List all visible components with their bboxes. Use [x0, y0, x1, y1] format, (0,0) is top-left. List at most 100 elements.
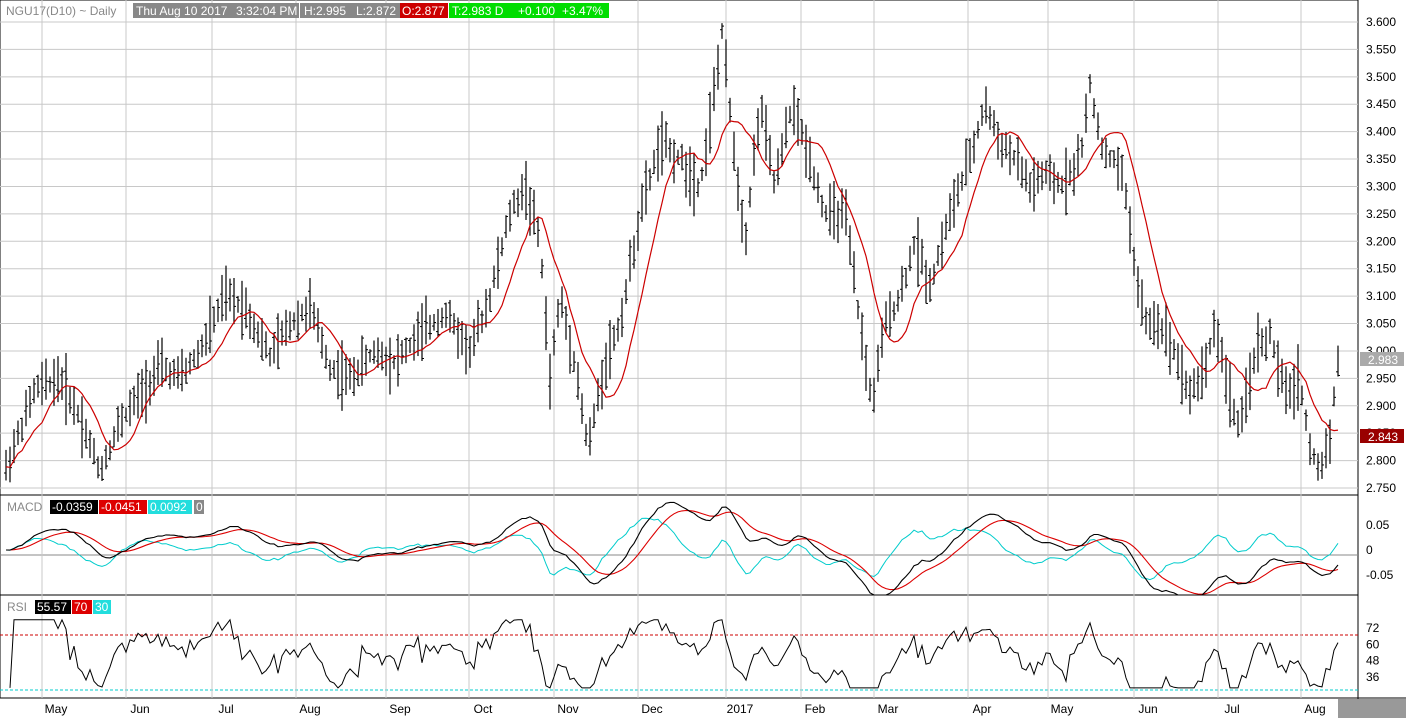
ohlc-bar [1116, 146, 1120, 191]
ohlc-bar [644, 160, 648, 215]
ohlc-bar [604, 342, 608, 390]
ohlc-bar [324, 344, 328, 369]
ohlc-bar [552, 329, 556, 356]
ohlc-bar [616, 317, 620, 342]
ohlc-bar [104, 445, 108, 470]
macd-value-3: 0.0092 [150, 500, 187, 514]
ohlc-bar [368, 349, 372, 363]
price-bars [4, 23, 1340, 483]
macd-value-2: -0.0451 [101, 500, 142, 514]
rsi-label: RSI [7, 600, 27, 614]
ohlc-bar [332, 360, 336, 379]
ohlc-bar [624, 279, 628, 305]
ohlc-bar [492, 265, 496, 289]
ohlc-bar [1296, 344, 1300, 411]
ohlc-bar [588, 417, 592, 456]
ohlc-bar [896, 289, 900, 312]
ohlc-bar [960, 171, 964, 191]
ohlc-bar [816, 172, 820, 203]
price-tick-label: 3.250 [1366, 207, 1396, 221]
ohlc-bar [476, 299, 480, 343]
ohlc-bar [1004, 131, 1008, 159]
ohlc-bar [48, 376, 52, 393]
ohlc-bar [1076, 133, 1080, 176]
ohlc-bar [408, 337, 412, 354]
price-tick-label: 3.350 [1366, 152, 1396, 166]
month-label: Jun [1138, 702, 1157, 716]
ma-price-tag: 2.843 [1360, 429, 1404, 444]
svg-text:2.843: 2.843 [1368, 430, 1398, 444]
ohlc-bar [296, 300, 300, 340]
ohlc-bar [772, 171, 776, 194]
ohlc-bar [576, 361, 580, 400]
price-tick-label: 2.900 [1366, 399, 1396, 413]
month-label: Nov [557, 702, 578, 716]
ohlc-bar [420, 303, 424, 361]
ohlc-bar [1192, 368, 1196, 399]
price-tick-label: 2.800 [1366, 454, 1396, 468]
rsi-value: 55.57 [37, 600, 67, 614]
ohlc-bar [272, 332, 276, 364]
ohlc-bar [148, 370, 152, 406]
ohlc-bar [1000, 133, 1004, 168]
ohlc-bar [392, 355, 396, 370]
ohlc-bar [980, 104, 984, 126]
ohlc-bar [1336, 345, 1340, 377]
month-label: May [45, 702, 68, 716]
ohlc-bar [1272, 340, 1276, 359]
ohlc-bar [40, 361, 44, 406]
ohlc-bar [900, 265, 904, 302]
ohlc-bar [1328, 419, 1332, 464]
ohlc-bar [1260, 328, 1264, 357]
rsi-header: RSI 55.57 70 30 [7, 600, 111, 614]
rsi-tick-label: 60 [1366, 637, 1380, 651]
ohlc-bar [440, 307, 444, 329]
month-label: Sep [389, 702, 411, 716]
ohlc-bar [852, 251, 856, 294]
ohlc-bar [28, 386, 32, 418]
ohlc-bar [660, 111, 664, 176]
ohlc-bar [488, 288, 492, 312]
ohlc-bar [288, 311, 292, 341]
ohlc-bar [996, 121, 1000, 160]
ohlc-bar [416, 311, 420, 357]
ohlc-bar [872, 377, 876, 413]
ohlc-bar [1024, 159, 1028, 192]
ohlc-bar [1080, 137, 1084, 158]
ohlc-bar [856, 300, 860, 320]
ohlc-bar [988, 106, 992, 130]
rsi-tick-label: 36 [1366, 670, 1380, 684]
macd-label: MACD [7, 500, 43, 514]
ohlc-bar [828, 183, 832, 236]
price-tick-label: 2.750 [1366, 481, 1396, 495]
ohlc-bar [508, 199, 512, 232]
ohlc-bar [1016, 137, 1020, 181]
ohlc-bar [720, 23, 724, 39]
ohlc-bar [608, 319, 612, 380]
grid-layer [0, 0, 1358, 698]
ohlc-bar [832, 181, 836, 240]
rsi-lower: 30 [95, 600, 109, 614]
ohlc-bar [1312, 448, 1316, 465]
ohlc-bar [256, 321, 260, 348]
ohlc-bar [1096, 112, 1100, 140]
change-pct-label: +3.47% [562, 4, 603, 18]
macd-signal-line [6, 509, 1339, 595]
ohlc-bar [384, 346, 388, 377]
ohlc-bar [364, 344, 368, 376]
month-label: Jun [130, 702, 149, 716]
ohlc-bar [956, 173, 960, 207]
ohlc-bar [952, 178, 956, 228]
ohlc-bar [612, 325, 616, 351]
low-label: L:2.872 [356, 4, 396, 18]
ohlc-bar [124, 407, 128, 422]
ohlc-bar [84, 418, 88, 449]
ohlc-bar [480, 310, 484, 334]
ohlc-bar [784, 106, 788, 149]
ohlc-bar [64, 352, 68, 426]
ohlc-bar [344, 354, 348, 395]
ohlc-bar [736, 166, 740, 211]
ohlc-bar [444, 302, 448, 328]
ohlc-bar [236, 296, 240, 313]
